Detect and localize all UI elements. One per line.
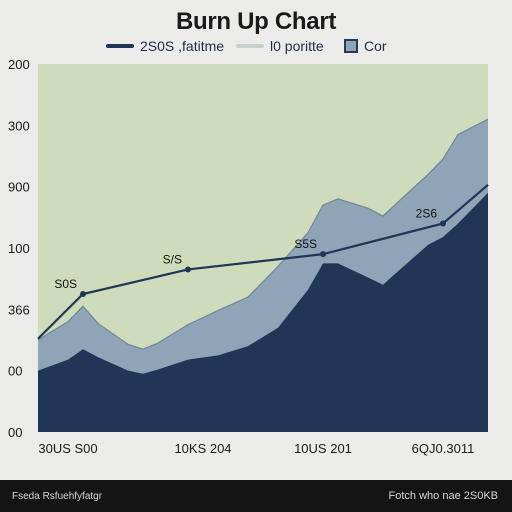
y-tick-label: 366 [8, 302, 30, 317]
area-series-main [38, 192, 488, 432]
x-tick-label: 10US 201 [294, 441, 352, 456]
y-tick-label: 00 [8, 425, 22, 440]
footer-right-text: Fotch who nae 2S0KB [388, 490, 498, 502]
footer-bar: Fseda Rsfuehfyfatgr Fotch who nae 2S0KB [0, 480, 512, 512]
legend-swatch-series-1 [106, 44, 134, 48]
y-tick-label: 100 [8, 241, 30, 256]
scope-point [80, 291, 86, 297]
footer-left-text: Fseda Rsfuehfyfatgr [12, 491, 103, 502]
y-tick-label: 00 [8, 364, 22, 379]
y-tick-label: 300 [8, 118, 30, 133]
legend-item-series-3: Cor [344, 38, 387, 54]
scope-point [320, 251, 326, 258]
legend-item-series-1: 2S0S ,fatitme [106, 38, 224, 54]
y-tick-label: 900 [8, 180, 30, 195]
legend-label-series-3: Cor [364, 38, 387, 54]
x-tick-label: 30US S00 [38, 441, 97, 456]
annotation-label: S5S [294, 237, 317, 251]
scope-point [440, 220, 446, 227]
area-edge-cor [37, 118, 489, 350]
legend-item-series-2: l0 poritte [236, 38, 324, 54]
y-tick-label: 200 [8, 57, 30, 72]
annotation-label: 2S6 [416, 206, 438, 220]
scope-line [37, 183, 489, 340]
legend-swatch-series-3 [344, 39, 358, 53]
chart-svg: S0S S/S S5S 2S6 00 00 366 100 900 300 200 30US S00 1… [8, 57, 489, 456]
legend-swatch-series-2 [236, 44, 264, 48]
legend: 2S0S ,fatitme l0 poritte Cor [0, 38, 512, 56]
legend-label-series-1: 2S0S ,fatitme [140, 38, 225, 54]
chart-title: Burn Up Chart [175, 8, 337, 35]
annotation-label: S0S [54, 277, 77, 291]
x-tick-label: 6QJ0.3011 [412, 441, 475, 456]
scope-point [185, 266, 191, 273]
annotation-label: S/S [163, 252, 182, 266]
x-tick-label: 10KS 204 [174, 441, 231, 456]
legend-label-series-2: l0 poritte [270, 38, 324, 54]
